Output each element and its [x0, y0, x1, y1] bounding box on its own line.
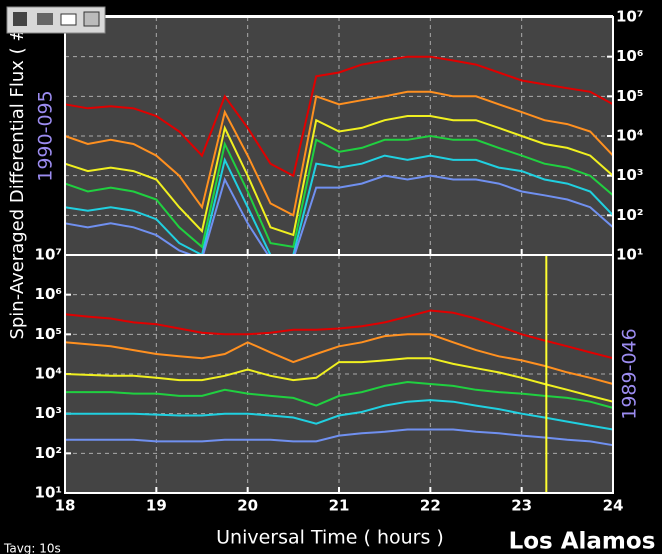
y-tick-label: 10¹ [35, 484, 62, 502]
flux-line [64, 333, 614, 385]
plot-frame [64, 254, 614, 494]
flux-line [65, 428, 614, 447]
y-tick-label: 10⁷ [616, 8, 643, 26]
y-tick-label: 10² [616, 206, 643, 224]
x-tick-label: 24 [603, 497, 624, 515]
flux-line [65, 399, 614, 431]
mail-icon[interactable] [60, 13, 77, 26]
y-tick-label: 10³ [35, 404, 62, 422]
time-average: Tavg: 10s [3, 542, 61, 554]
x-tick-label: 21 [329, 497, 350, 515]
flux-line [64, 357, 614, 403]
y-tick-label: 10² [35, 444, 62, 462]
brand: Los Alamos [509, 529, 656, 554]
y-tick-label: 10⁷ [35, 246, 62, 264]
y-tick-label: 10⁵ [35, 325, 62, 343]
toolbar [6, 6, 106, 34]
y-tick-label: 10⁴ [35, 365, 62, 383]
x-tick-label: 19 [146, 497, 167, 515]
y-tick-label: 10⁵ [616, 87, 643, 105]
flux-line [64, 154, 614, 257]
flux-line [64, 115, 614, 237]
flux-line [65, 380, 614, 409]
y-tick-label: 10³ [616, 166, 643, 184]
y-tick-label: 10⁶ [35, 285, 62, 303]
flux-line [64, 55, 614, 178]
y-tick-label: 10¹ [616, 246, 643, 264]
flux-line [64, 134, 614, 249]
flux-line [64, 309, 614, 360]
x-tick-label: 20 [237, 497, 258, 515]
y-axis-label: Spin-Averaged Differential Flux ( #/ [7, 20, 28, 340]
y-tick-label: 10⁶ [616, 47, 643, 65]
x-tick-label: 22 [420, 497, 441, 515]
flux-line [64, 174, 614, 261]
flux-line [64, 90, 614, 217]
satellite-label: 1989-046 [619, 328, 641, 419]
window-icon[interactable] [83, 11, 100, 27]
save-icon[interactable] [13, 12, 27, 26]
y-tick-label: 10⁴ [616, 127, 643, 145]
x-axis-label: Universal Time ( hours ) [216, 527, 444, 549]
x-tick-label: 18 [55, 497, 76, 515]
print-icon[interactable] [37, 13, 53, 25]
x-tick-label: 23 [511, 497, 532, 515]
satellite-label: 1990-095 [35, 90, 57, 181]
